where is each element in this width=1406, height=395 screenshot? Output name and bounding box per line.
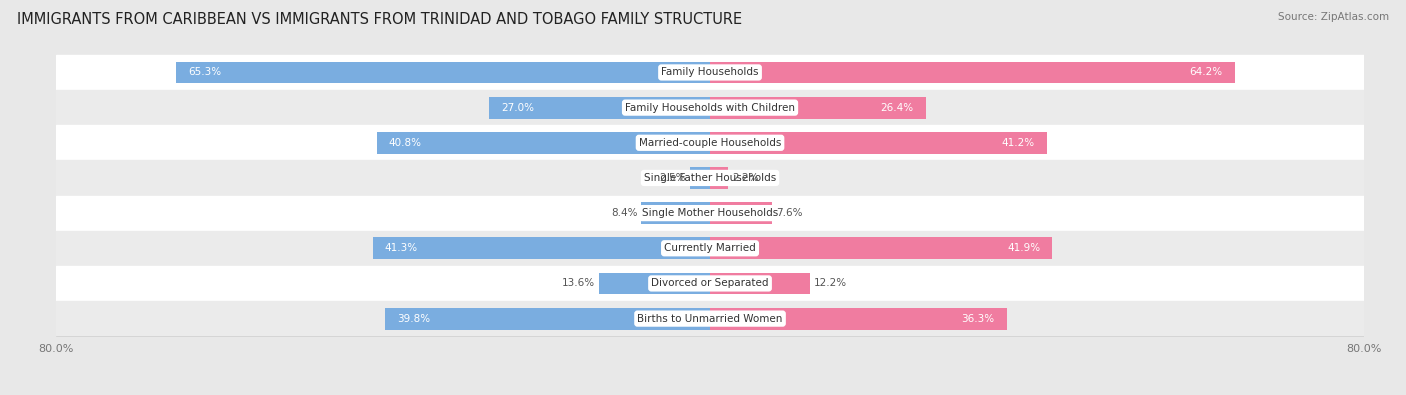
Bar (56, 125, 1364, 160)
Bar (710, 237, 1053, 259)
Bar (176, 62, 710, 83)
Bar (373, 237, 710, 259)
Bar (56, 55, 1364, 90)
Text: Family Households with Children: Family Households with Children (626, 103, 794, 113)
Text: 39.8%: 39.8% (396, 314, 430, 324)
Bar (710, 132, 1046, 154)
Text: 36.3%: 36.3% (962, 314, 994, 324)
Text: 2.5%: 2.5% (659, 173, 686, 183)
Bar (710, 273, 810, 294)
Text: 41.9%: 41.9% (1007, 243, 1040, 253)
Bar (385, 308, 710, 329)
Bar (641, 202, 710, 224)
Text: 12.2%: 12.2% (814, 278, 846, 288)
Text: 64.2%: 64.2% (1189, 68, 1222, 77)
Text: 13.6%: 13.6% (561, 278, 595, 288)
Bar (710, 308, 1007, 329)
Bar (377, 132, 710, 154)
Text: Single Mother Households: Single Mother Households (643, 208, 778, 218)
Bar (710, 62, 1234, 83)
Text: 40.8%: 40.8% (389, 138, 422, 148)
Bar (710, 202, 772, 224)
Bar (56, 266, 1364, 301)
Bar (56, 301, 1364, 336)
Text: Currently Married: Currently Married (664, 243, 756, 253)
Text: 27.0%: 27.0% (502, 103, 534, 113)
Text: Births to Unmarried Women: Births to Unmarried Women (637, 314, 783, 324)
Text: 41.3%: 41.3% (385, 243, 418, 253)
Text: 2.2%: 2.2% (733, 173, 759, 183)
Text: 41.2%: 41.2% (1001, 138, 1035, 148)
Text: Divorced or Separated: Divorced or Separated (651, 278, 769, 288)
Text: 8.4%: 8.4% (610, 208, 637, 218)
Text: IMMIGRANTS FROM CARIBBEAN VS IMMIGRANTS FROM TRINIDAD AND TOBAGO FAMILY STRUCTUR: IMMIGRANTS FROM CARIBBEAN VS IMMIGRANTS … (17, 12, 742, 27)
Bar (689, 167, 710, 189)
Legend: Immigrants from Caribbean, Immigrants from Trinidad and Tobago: Immigrants from Caribbean, Immigrants fr… (484, 392, 936, 395)
Bar (56, 160, 1364, 196)
Text: Source: ZipAtlas.com: Source: ZipAtlas.com (1278, 12, 1389, 22)
Bar (56, 90, 1364, 125)
Bar (56, 231, 1364, 266)
Bar (599, 273, 710, 294)
Text: Married-couple Households: Married-couple Households (638, 138, 782, 148)
Text: 7.6%: 7.6% (776, 208, 803, 218)
Bar (489, 97, 710, 118)
Bar (710, 167, 728, 189)
Bar (710, 97, 925, 118)
Text: 26.4%: 26.4% (880, 103, 914, 113)
Text: 65.3%: 65.3% (188, 68, 222, 77)
Bar (56, 196, 1364, 231)
Text: Single Father Households: Single Father Households (644, 173, 776, 183)
Text: Family Households: Family Households (661, 68, 759, 77)
